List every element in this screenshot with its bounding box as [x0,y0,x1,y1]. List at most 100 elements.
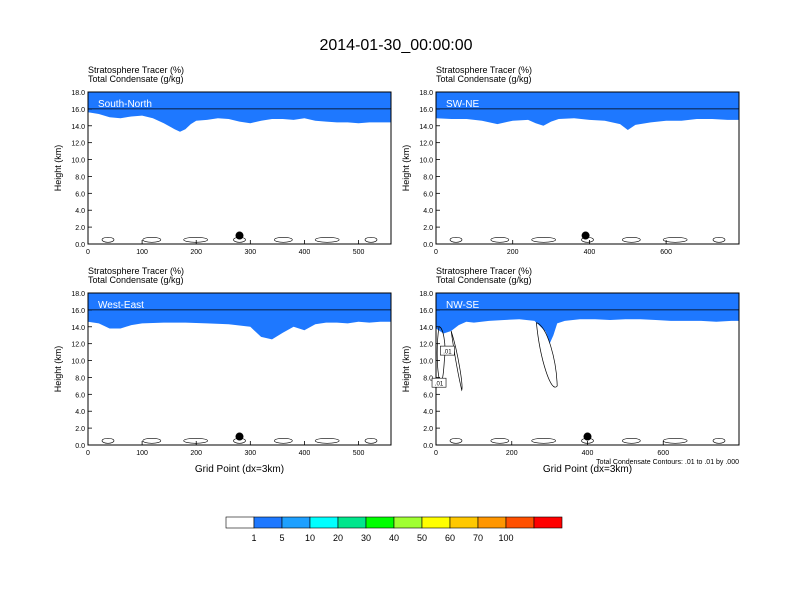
y-tick-label: 14.0 [71,124,85,131]
panel-label: South-North [98,99,152,110]
figure-title: 2014-01-30_00:00:00 [319,37,472,54]
x-tick-label: 600 [657,450,669,457]
plot-area [436,293,739,444]
y-tick-label: 4.0 [423,208,433,215]
colorbar-tick-label: 70 [473,533,483,543]
y-tick-label: 10.0 [419,359,433,366]
tracer-band-9 [88,293,391,340]
marker-point [583,432,592,441]
y-tick-label: 10.0 [419,158,433,165]
condensate-contour [142,437,162,444]
y-tick-label: 14.0 [71,325,85,332]
colorbar-swatch [477,516,507,529]
convective-contour [450,330,463,392]
y-tick-label: 18.0 [419,90,433,97]
plot-area [88,92,391,243]
condensate-contour [274,437,293,444]
condensate-contour [274,236,293,243]
y-tick-label: 10.0 [71,359,85,366]
contour-label: .01 [443,350,452,356]
colorbar-tick-label: 60 [445,533,455,543]
panel-frame [435,91,740,245]
condensate-contour [490,236,510,243]
panel-subtitle-condensate: Total Condensate (g/kg) [436,275,532,285]
condensate-contour [183,437,208,444]
colorbar-swatch [253,516,283,529]
y-tick-label: 4.0 [75,208,85,215]
y-tick-label: 6.0 [75,392,85,399]
x-tick-label: 500 [353,450,365,457]
colorbar-swatch [533,516,563,529]
panel-subtitle-tracer: Stratosphere Tracer (%) [88,266,184,276]
y-tick-label: 4.0 [75,409,85,416]
condensate-contour [490,437,510,444]
y-tick-label: 18.0 [419,291,433,298]
contour-label-box [431,377,447,388]
y-tick-label: 0.0 [423,242,433,249]
condensate-contour [449,437,463,444]
colorbar-swatch [393,516,423,529]
y-tick-label: 2.0 [75,225,85,232]
y-tick-label: 8.0 [75,174,85,181]
y-tick-label: 12.0 [419,342,433,349]
panel-frame [87,91,392,245]
y-tick-label: 16.0 [419,107,433,114]
panel-subtitle-tracer: Stratosphere Tracer (%) [88,65,184,75]
panels: Stratosphere Tracer (%)Total Condensate … [53,65,740,475]
x-tick-label: 200 [190,249,202,256]
contour-label-box [440,345,455,356]
x-tick-label: 100 [136,450,148,457]
panel-label: SW-NE [446,99,479,110]
x-tick-label: 500 [353,249,365,256]
condensate-contour [314,437,340,444]
y-tick-label: 16.0 [71,308,85,315]
y-tick-label: 12.0 [71,342,85,349]
colorbar-swatch [505,516,535,529]
y-tick-label: 16.0 [419,308,433,315]
panel-west-east: Stratosphere Tracer (%)Total Condensate … [53,266,392,475]
condensate-contour [662,236,688,243]
condensate-contour [364,236,378,243]
x-tick-label: 0 [434,450,438,457]
marker-point [581,231,590,240]
y-tick-label: 14.0 [419,325,433,332]
condensate-contour [712,236,726,243]
convective-contour [536,322,558,388]
x-tick-label: 300 [244,249,256,256]
x-tick-label: 400 [582,450,594,457]
tracer-band-9 [436,92,739,130]
marker-point [235,432,244,441]
colorbar-tick-label: 10 [305,533,315,543]
colorbar-tick-label: 1 [251,533,256,543]
panel-subtitle-tracer: Stratosphere Tracer (%) [436,65,532,75]
colorbar: 1 5 10 20 30 40 50 60 70 100 [225,516,563,543]
x-tick-label: 200 [507,249,519,256]
colorbar-tick-label: 30 [361,533,371,543]
x-tick-label: 200 [506,450,518,457]
colorbar-swatch [421,516,451,529]
y-tick-label: 6.0 [423,191,433,198]
y-tick-label: 18.0 [71,291,85,298]
x-tick-label: 100 [136,249,148,256]
y-tick-label: 12.0 [419,141,433,148]
panel-subtitle-condensate: Total Condensate (g/kg) [88,275,184,285]
condensate-contour [101,437,115,444]
y-tick-label: 2.0 [75,426,85,433]
y-tick-label: 0.0 [75,242,85,249]
plot-area [88,293,391,444]
y-tick-label: 4.0 [423,409,433,416]
y-tick-label: 8.0 [423,174,433,181]
x-axis-label: Grid Point (dx=3km) [195,464,284,475]
panel-nw-se: Stratosphere Tracer (%)Total Condensate … [401,266,740,475]
y-axis-label: Height (km) [401,346,411,393]
y-axis-label: Height (km) [53,346,63,393]
y-tick-label: 12.0 [71,141,85,148]
condensate-contour [449,236,463,243]
plot-area [436,92,739,243]
y-tick-label: 8.0 [423,375,433,382]
x-tick-label: 400 [584,249,596,256]
panel-subtitle-tracer: Stratosphere Tracer (%) [436,266,532,276]
x-tick-label: 0 [86,450,90,457]
y-tick-label: 6.0 [423,392,433,399]
